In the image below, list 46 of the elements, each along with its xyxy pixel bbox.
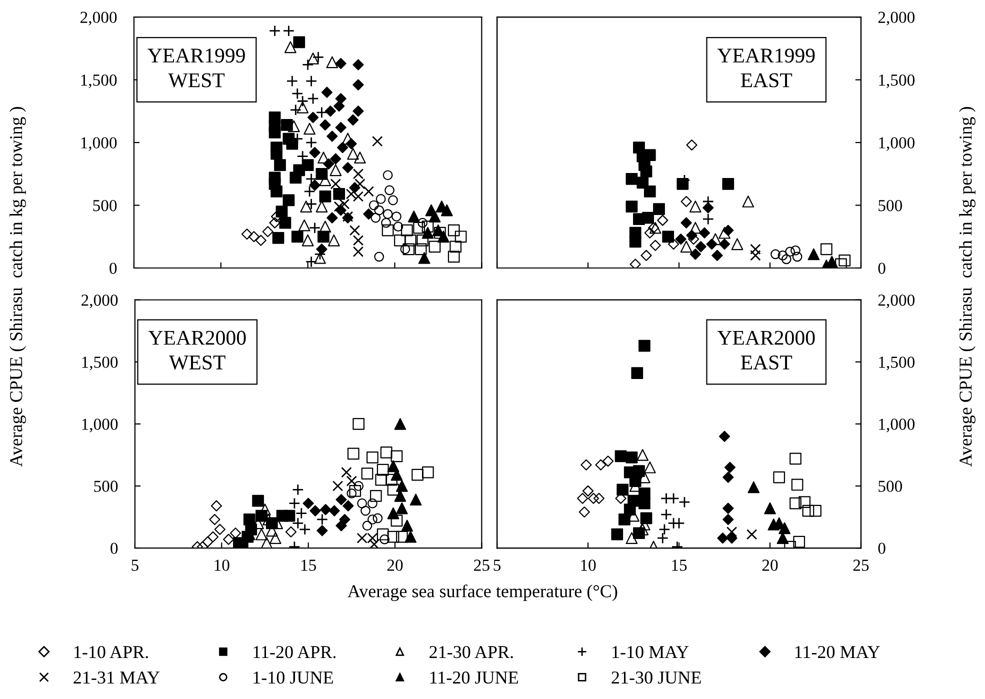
- legend-label: 21-30 APR.: [430, 646, 513, 658]
- y2-tick-label: 0: [878, 262, 886, 274]
- x-tick-label: 25: [853, 560, 869, 571]
- legend-label: 11-20 MAY: [795, 646, 880, 658]
- y-tick-label: 2,000: [80, 12, 117, 26]
- y-tick-label: 1,000: [81, 137, 117, 151]
- legend-label: 11-20 APR.: [254, 646, 336, 658]
- annotation: YEAR1999 WEST: [148, 48, 245, 88]
- y2-axis-title: Average CPUE ( Shirasu catch in kg per towing ): [959, 107, 976, 467]
- y2-tick-label: 500: [878, 480, 902, 492]
- y2-tick-label: 0: [878, 542, 886, 554]
- y-tick-label: 0: [110, 542, 118, 554]
- legend-label: 21-30 JUNE: [612, 671, 701, 684]
- x-tick-label: 5: [132, 560, 138, 571]
- y-tick-label: 500: [93, 200, 117, 212]
- x-tick-label: 20: [762, 560, 778, 571]
- annotation: YEAR2000 WEST: [148, 330, 246, 370]
- legend-label: 1-10 JUNE: [254, 671, 333, 684]
- annotation: YEAR2000 EAST: [717, 330, 815, 370]
- legend-label: 1-10 MAY: [612, 646, 689, 658]
- y-tick-label: 1,000: [82, 418, 118, 432]
- y2-tick-label: 1,500: [879, 356, 915, 370]
- legend-label: 11-20 JUNE: [430, 671, 518, 684]
- y-tick-label: 500: [94, 480, 118, 492]
- x-tick-label: 25: [474, 560, 490, 571]
- x-tick-label: 10: [214, 560, 230, 571]
- legend-label: 21-31 MAY: [74, 672, 160, 684]
- y2-tick-label: 1,000: [879, 137, 915, 151]
- y2-tick-label: 2,000: [878, 12, 915, 26]
- y2-tick-label: 1,500: [879, 74, 915, 88]
- x-tick-label: 15: [672, 560, 687, 571]
- y-tick-label: 1,500: [81, 74, 117, 88]
- x-tick-label: 5: [494, 560, 501, 571]
- annotation: YEAR1999 EAST: [717, 48, 815, 88]
- y2-tick-label: 500: [878, 200, 902, 212]
- y-tick-label: 1,500: [82, 356, 118, 370]
- x-axis-title: Average sea surface temperature (°C): [348, 584, 618, 602]
- y-tick-label: 2,000: [82, 294, 118, 308]
- legend-label: 1-10 APR.: [74, 646, 148, 658]
- x-tick-label: 20: [387, 560, 403, 571]
- y-axis-title: Average CPUE ( Shirasu catch in kg per towing ): [10, 107, 26, 467]
- y-tick-label: 0: [110, 262, 117, 274]
- x-tick-label: 10: [581, 560, 596, 571]
- y2-tick-label: 2,000: [878, 294, 915, 308]
- x-tick-label: 15: [301, 560, 316, 571]
- y2-tick-label: 1,000: [879, 418, 915, 432]
